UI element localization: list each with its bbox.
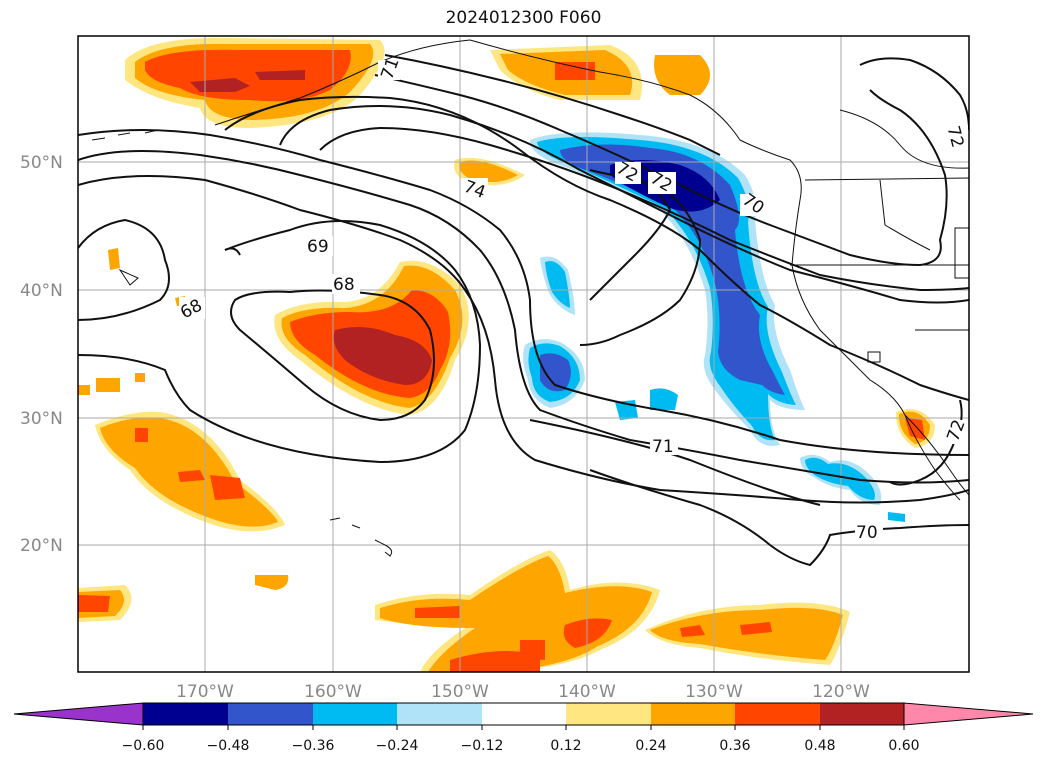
colorbar-label: 0.24 — [635, 738, 666, 754]
latitude-labels: 50°N 40°N 30°N 20°N — [20, 153, 63, 556]
colorbar-bin-8 — [735, 703, 820, 725]
colorbar-ticks — [142, 725, 905, 730]
colorbar-frame — [142, 702, 905, 726]
height-contours — [78, 54, 969, 567]
colorbar-label: −0.12 — [461, 738, 504, 754]
lon-label-160w: 160°W — [304, 682, 362, 702]
lat-label-30n: 30°N — [20, 409, 63, 429]
contour-label-71: 71 — [652, 437, 674, 457]
colorbar-label: 0.60 — [888, 738, 919, 754]
colorbar-extend-low — [13, 702, 144, 726]
map-frame — [77, 35, 970, 673]
lon-label-140w: 140°W — [558, 682, 616, 702]
colorbar-bin-9 — [820, 703, 904, 725]
longitude-labels: 170°W 160°W 150°W 140°W 130°W 120°W — [176, 682, 870, 702]
lon-label-150w: 150°W — [431, 682, 489, 702]
colorbar-tick-labels: −0.60 −0.48 −0.36 −0.24 −0.12 0.12 0.24 … — [122, 738, 920, 754]
colorbar-bin-6 — [566, 703, 651, 725]
colorbar: −0.60 −0.48 −0.36 −0.24 −0.12 0.12 0.24 … — [13, 702, 1034, 754]
lon-label-130w: 130°W — [685, 682, 743, 702]
colorbar-label: 0.48 — [804, 738, 835, 754]
colorbar-bin-5 — [482, 703, 566, 725]
colorbar-label: −0.60 — [122, 738, 165, 754]
contour-label-68-center: 68 — [333, 275, 355, 295]
colorbar-bin-7 — [651, 703, 735, 725]
colorbar-label: −0.48 — [207, 738, 250, 754]
lon-label-120w: 120°W — [812, 682, 870, 702]
contour-label-70-south: 70 — [856, 523, 878, 543]
colorbar-label: −0.36 — [292, 738, 335, 754]
lat-label-20n: 20°N — [20, 536, 63, 556]
colorbar-bin-2 — [228, 703, 313, 725]
lon-label-170w: 170°W — [176, 682, 234, 702]
colorbar-bin-3 — [313, 703, 397, 725]
map-title: 2024012300 F060 — [445, 8, 602, 28]
lat-label-50n: 50°N — [20, 153, 63, 173]
colorbar-label: 0.12 — [550, 738, 581, 754]
colorbar-bin-1 — [143, 703, 228, 725]
colorbar-label: −0.24 — [376, 738, 419, 754]
contour-label-69: 69 — [307, 237, 329, 257]
colorbar-label: 0.36 — [719, 738, 750, 754]
map-content: 74 69 68 68 71 70 70 72 72 72 71 72 — [78, 36, 969, 672]
contour-label-bg — [179, 60, 968, 542]
gridlines — [78, 36, 969, 672]
colorbar-extend-high — [903, 702, 1034, 726]
lat-label-40n: 40°N — [20, 281, 63, 301]
colorbar-bin-4 — [397, 703, 482, 725]
